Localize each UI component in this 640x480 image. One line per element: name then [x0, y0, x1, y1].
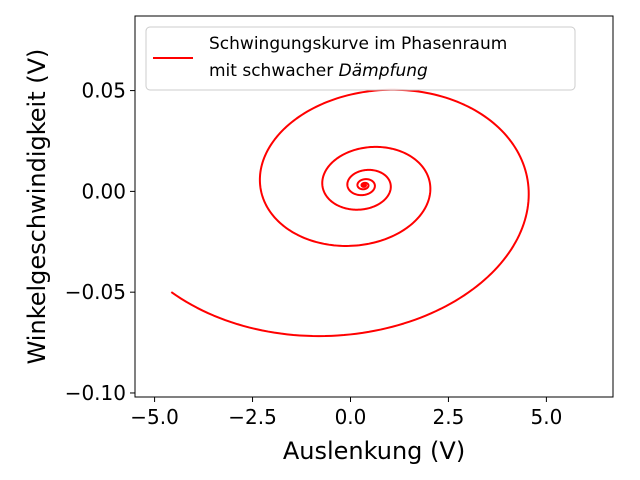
y-tick-label: −0.10	[65, 381, 126, 405]
y-tick-label: 0.05	[81, 79, 126, 103]
y-tick-label: −0.05	[65, 280, 126, 304]
x-tick-label: 2.5	[433, 405, 465, 429]
series-line-0	[170, 88, 530, 338]
plot-area	[170, 88, 530, 338]
legend-box	[145, 26, 576, 91]
x-tick-label: −5.0	[130, 405, 179, 429]
y-axis-label: Winkelgeschwindigkeit (V)	[23, 49, 51, 365]
legend-label-italic: Dämpfung	[339, 61, 428, 81]
x-tick-label: 5.0	[530, 405, 562, 429]
plot-frame	[134, 15, 614, 398]
x-axis-label: Auslenkung (V)	[283, 437, 465, 465]
axes: −5.0 −2.5 0.0 2.5 5.0 −0.10 −0.05 0.00 0.05	[65, 15, 614, 429]
x-tick-label: 0.0	[335, 405, 367, 429]
legend: Schwingungskurve im Phasenraum mit schwac…	[145, 26, 576, 91]
legend-label-line-1: Schwingungskurve im Phasenraum	[209, 34, 507, 54]
x-tick-label: −2.5	[228, 405, 277, 429]
legend-label-plain: mit schwacher	[209, 61, 339, 81]
y-tick-label: 0.00	[81, 179, 126, 203]
legend-label-line-2: mit schwacher Dämpfung	[209, 61, 428, 81]
